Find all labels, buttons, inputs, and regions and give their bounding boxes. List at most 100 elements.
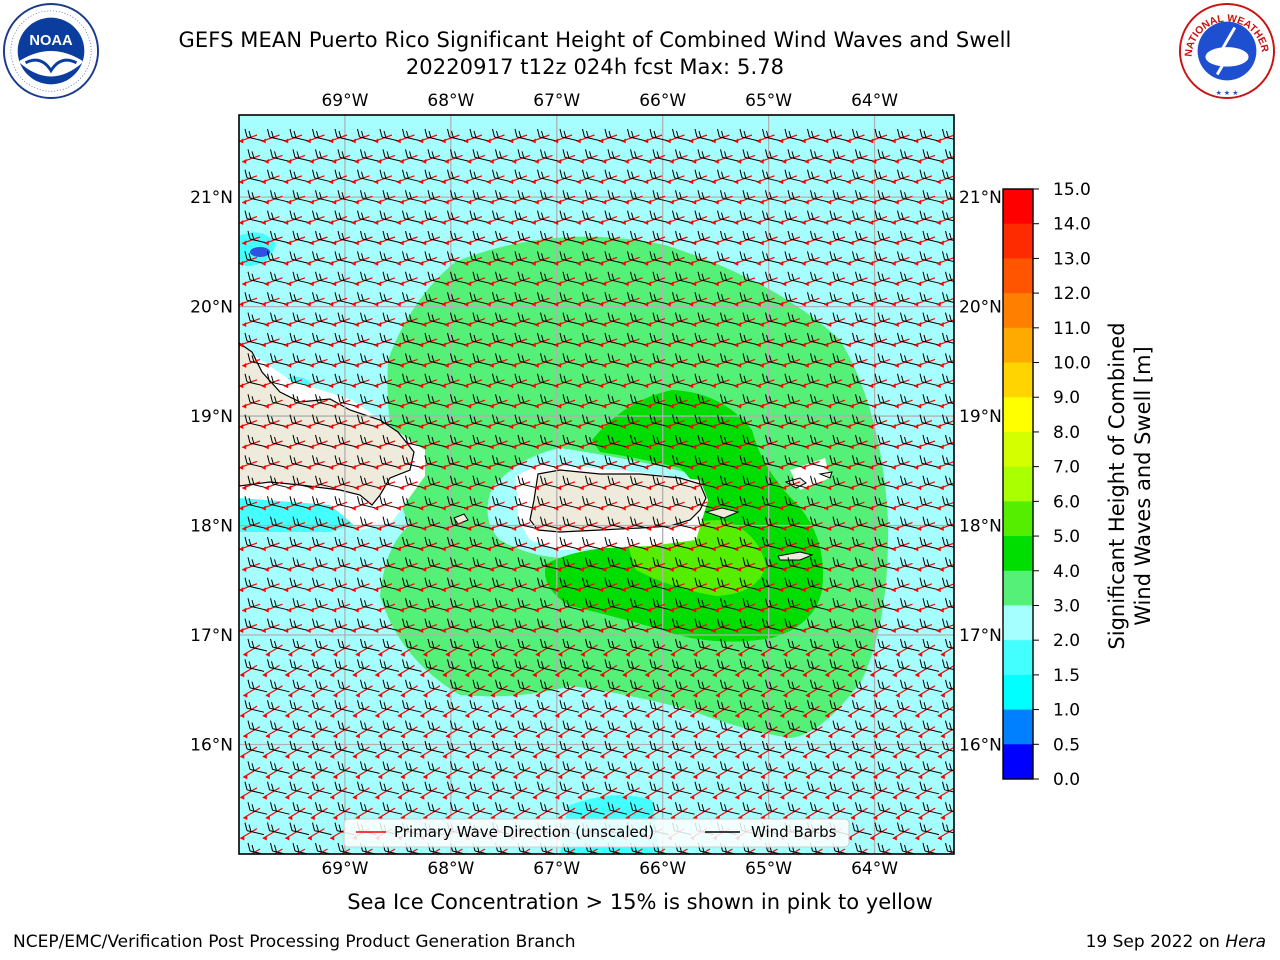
wind-barb-flag (315, 312, 318, 321)
wind-barb-staff (876, 299, 895, 305)
grid-point-marker (669, 353, 695, 368)
grid-point-marker (512, 353, 538, 368)
wind-barb-flag (739, 210, 743, 219)
wind-barb-staff (291, 258, 310, 264)
wave-arrow-head (644, 383, 649, 389)
wind-barb-staff (381, 299, 400, 305)
wind-barb-flag (312, 292, 315, 301)
wave-arrow-head (534, 158, 539, 164)
wind-barb-flag (634, 396, 637, 404)
grid-point-marker (579, 149, 605, 164)
wave-arrow-head (489, 362, 494, 368)
wind-barb-staff (564, 156, 583, 162)
grid-point-marker (306, 251, 332, 266)
grid-point-marker (891, 373, 917, 389)
grid-point-marker (711, 210, 737, 226)
wave-arrow-head (737, 403, 742, 409)
grid-point-marker (309, 230, 335, 246)
wind-barb-flag (586, 416, 589, 424)
wind-barb-flag (541, 130, 544, 139)
grid-point-marker (239, 332, 265, 348)
wind-barb-flag (855, 312, 858, 321)
wind-barb-flag (942, 169, 945, 178)
grid-point-marker (422, 230, 448, 246)
grid-point-marker (441, 169, 467, 185)
wave-arrow-head (419, 220, 424, 226)
wind-barb-flag (274, 314, 277, 322)
wind-barb-staff (786, 258, 805, 264)
grid-point-marker (624, 312, 650, 328)
wind-barb-flag (900, 271, 903, 280)
grid-point-marker (669, 394, 695, 409)
wind-barb-flag (672, 332, 675, 342)
wave-arrow-head (846, 383, 851, 389)
wind-barb-flag (251, 436, 255, 445)
wind-barb-staff (812, 360, 830, 366)
wind-barb-flag (496, 416, 499, 424)
wind-barb-flag (566, 396, 570, 404)
wind-barb-flag (859, 192, 862, 200)
wind-barb-staff (854, 258, 872, 264)
wave-arrow-head (669, 281, 674, 287)
wave-arrow-head (666, 383, 671, 389)
grid-point-marker (377, 353, 403, 368)
wave-arrow-head (557, 281, 562, 287)
wave-arrow-head (242, 362, 247, 368)
wind-barb-flag (360, 149, 363, 158)
grid-point-marker (846, 292, 872, 307)
wind-barb-staff (474, 360, 493, 366)
wind-barb-flag (949, 314, 952, 322)
wind-barb-flag (296, 396, 300, 404)
wind-barb-flag (832, 271, 836, 280)
wind-barb-flag (382, 190, 386, 199)
grid-point-marker (801, 169, 827, 185)
grid-point-marker (647, 353, 673, 368)
wave-arrow-head (734, 301, 739, 307)
wave-arrow-head (801, 424, 806, 430)
wind-barb-staff (291, 218, 310, 224)
wind-barb-flag (566, 436, 570, 445)
wind-barb-staff (879, 279, 898, 285)
wind-barb-flag (270, 149, 273, 158)
grid-point-marker (872, 149, 898, 164)
grid-point-marker (711, 128, 737, 144)
wave-arrow-head (576, 179, 581, 185)
wind-barb-staff (359, 177, 377, 183)
wind-barb-staff (789, 320, 808, 326)
wind-barb-flag (698, 253, 702, 261)
wind-barb-staff (339, 320, 358, 326)
grid-point-marker (509, 128, 535, 144)
wave-arrow-head (261, 424, 266, 430)
wave-arrow-head (332, 281, 337, 287)
wind-barb-staff (876, 136, 895, 142)
wind-barb-staff (609, 238, 628, 244)
wave-arrow-head (284, 424, 289, 430)
wind-barb-staff (269, 340, 287, 346)
wind-barb-staff (809, 381, 827, 387)
wind-barb-flag (634, 192, 637, 200)
wind-barb-staff (899, 340, 917, 346)
grid-point-marker (602, 271, 628, 287)
grid-point-marker (557, 353, 583, 368)
grid-point-marker (579, 353, 605, 368)
wind-barb-flag (721, 375, 724, 383)
grid-point-marker (486, 292, 512, 307)
wind-barb-flag (296, 436, 300, 445)
wind-barb-flag (634, 355, 637, 363)
wind-barb-staff (314, 340, 332, 346)
wind-barb-flag (589, 192, 592, 200)
grid-point-marker (534, 149, 560, 164)
wind-barb-staff (294, 442, 313, 448)
wind-barb-flag (582, 128, 585, 138)
wave-arrow-head (779, 179, 784, 185)
wave-arrow-head (917, 322, 922, 328)
wind-barb-flag (293, 253, 297, 261)
wind-barb-staff (629, 136, 647, 142)
wave-arrow-head (804, 403, 809, 409)
wave-arrow-head (579, 158, 584, 164)
grid-point-marker (534, 271, 560, 287)
wave-arrow-head (332, 362, 337, 368)
wind-barb-flag (769, 232, 772, 241)
wind-barb-flag (769, 192, 772, 200)
wind-barb-flag (942, 292, 945, 301)
